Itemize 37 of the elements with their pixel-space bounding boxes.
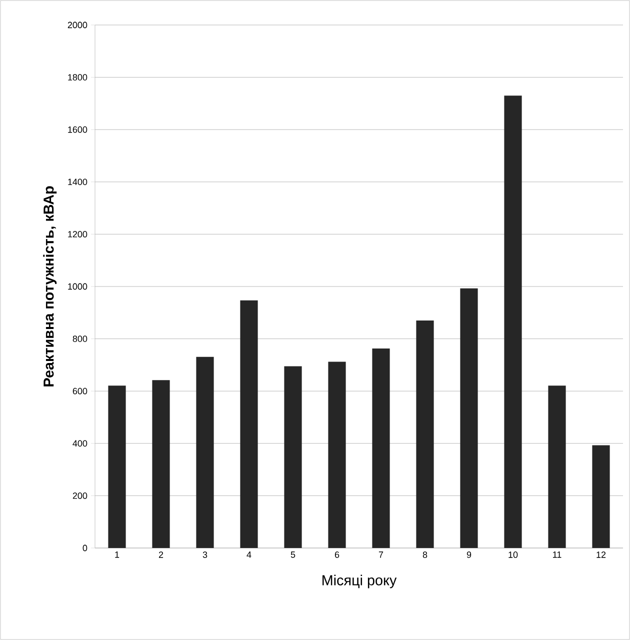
bar [108,386,126,548]
y-tick-label: 800 [72,336,88,342]
x-tick-label: 8 [422,552,428,558]
x-tick-label: 12 [596,552,606,558]
x-tick-label: 1 [115,552,120,558]
bar [460,288,478,548]
bar [416,320,434,548]
y-axis-title: Реактивна потужність, кВАр [43,186,57,386]
x-tick-label: 7 [378,552,384,558]
bar [328,362,346,548]
x-tick-label: 9 [466,552,472,558]
bar [196,356,214,548]
bar [504,96,522,548]
x-tick-label: 5 [290,552,296,558]
y-tick-label: 0 [82,544,88,552]
y-tick-label: 1400 [68,178,88,186]
x-axis-title: Місяці року [322,574,397,588]
x-tick-label: 3 [202,552,208,558]
bar [152,380,170,548]
y-tick-label: 1800 [68,74,88,80]
bar [284,366,302,548]
y-tick-label: 200 [72,492,88,499]
x-tick-label: 6 [334,552,340,558]
y-tick-label: 600 [72,388,88,394]
x-tick-label: 11 [553,552,562,558]
x-tick-label: 4 [246,552,252,558]
y-tick-label: 1000 [68,283,88,290]
y-tick-label: 400 [72,440,88,447]
y-tick-label: 1600 [68,126,88,133]
x-tick-label: 2 [158,552,164,558]
bar [548,386,566,548]
bar [240,300,258,548]
bar [592,445,610,548]
y-tick-label: 1200 [68,231,88,238]
bar [372,348,390,548]
x-tick-label: 10 [508,552,518,558]
y-tick-label: 2000 [68,22,88,28]
